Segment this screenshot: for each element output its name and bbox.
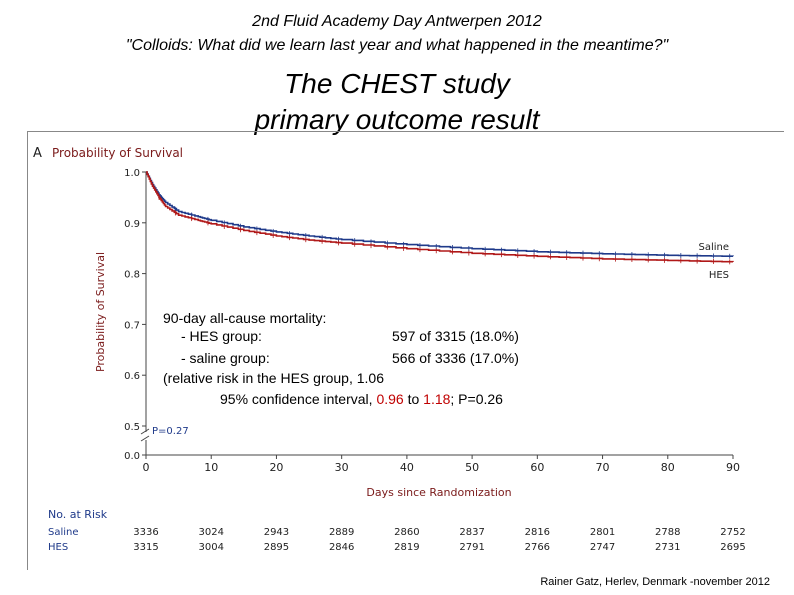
axis-break-mark	[140, 428, 150, 435]
saline-group-label: - saline group:	[181, 350, 270, 366]
risk-cell: 2837	[459, 527, 484, 538]
risk-cell: 2752	[720, 527, 745, 538]
y-tick-label: 0.6	[124, 371, 140, 382]
header-line-1: 2nd Fluid Academy Day Antwerpen 2012	[252, 13, 542, 30]
legend-label-saline: Saline	[698, 242, 729, 253]
risk-cell: 2943	[264, 527, 289, 538]
hes-group-value: 597 of 3315 (18.0%)	[392, 328, 519, 344]
hes-group-label: - HES group:	[181, 328, 262, 344]
y-tick-label: 0.9	[124, 219, 140, 230]
risk-cell: 2695	[720, 542, 745, 553]
footer-credit: Rainer Gatz, Herlev, Denmark -november 2…	[540, 576, 770, 588]
p-value-annotation: P=0.27	[152, 426, 189, 437]
x-tick-label: 80	[661, 461, 675, 474]
header-line-2: "Colloids: What did we learn last year a…	[125, 37, 669, 54]
risk-cell: 2731	[655, 542, 680, 553]
x-tick-label: 40	[400, 461, 414, 474]
x-tick-label: 70	[596, 461, 610, 474]
confidence-interval-line: 95% confidence interval, 0.96 to 1.18; P…	[220, 390, 503, 408]
mortality-heading: 90-day all-cause mortality:	[163, 310, 327, 326]
slide-title-line-2: primary outcome result	[254, 104, 540, 135]
x-tick-label: 50	[465, 461, 479, 474]
y-axis-label: Probability of Survival	[94, 252, 107, 372]
risk-cell: 2889	[329, 527, 354, 538]
y-tick-label: 0.8	[124, 270, 140, 281]
risk-row-label: HES	[48, 542, 68, 553]
risk-cell: 2895	[264, 542, 289, 553]
y-tick-label: 0.0	[124, 451, 140, 462]
risk-table: Saline 3336 3024 2943 2889 2860 2837 2816 2801 27…	[48, 527, 746, 553]
x-tick-label: 60	[530, 461, 544, 474]
x-tick-label: 20	[269, 461, 283, 474]
chart-title: Probability of Survival	[52, 146, 183, 160]
risk-cell: 2860	[394, 527, 419, 538]
series-line-hes	[146, 171, 734, 263]
x-axis-label: Days since Randomization	[366, 486, 511, 499]
ci-to: to	[403, 391, 424, 407]
relative-risk-line: (relative risk in the HES group, 1.06	[163, 370, 384, 386]
risk-cell: 2766	[525, 542, 550, 553]
series-line-saline	[146, 171, 734, 257]
axis-break-mark	[140, 435, 150, 442]
legend-label-hes: HES	[709, 270, 729, 281]
risk-table-title: No. at Risk	[48, 508, 108, 521]
x-tick-label: 90	[726, 461, 740, 474]
x-tick-label: 30	[335, 461, 349, 474]
risk-row-label: Saline	[48, 527, 79, 538]
risk-cell: 2819	[394, 542, 419, 553]
y-tick-label: 0.7	[124, 320, 140, 331]
x-tick-label: 10	[204, 461, 218, 474]
risk-cell: 2801	[590, 527, 615, 538]
chart-axes: 1.0 0.9 0.8 0.7 0.6 0.5 0.00 10 20 30 40 50 60 70 80 90	[124, 168, 740, 474]
risk-cell: 2747	[590, 542, 615, 553]
saline-group-value: 566 of 3336 (17.0%)	[392, 350, 519, 366]
risk-cell: 2816	[525, 527, 550, 538]
figure-frame	[27, 131, 784, 570]
panel-letter: A	[33, 146, 42, 161]
risk-cell: 2791	[459, 542, 484, 553]
y-tick-label: 1.0	[124, 168, 140, 179]
x-tick-label: 0	[143, 461, 150, 474]
y-tick-label: 0.5	[124, 422, 140, 433]
ci-suffix: ; P=0.26	[450, 391, 503, 407]
risk-cell: 2846	[329, 542, 354, 553]
chart-series: Saline HES	[146, 171, 734, 281]
risk-cell: 3004	[198, 542, 223, 553]
risk-cell: 3336	[133, 527, 158, 538]
risk-cell: 2788	[655, 527, 680, 538]
risk-cell: 3024	[198, 527, 223, 538]
ci-prefix: 95% confidence interval,	[220, 391, 377, 407]
ci-low: 0.96	[376, 391, 404, 407]
slide-title-line-1: The CHEST study	[284, 68, 510, 99]
risk-cell: 3315	[133, 542, 158, 553]
ci-high: 1.18	[423, 391, 451, 407]
